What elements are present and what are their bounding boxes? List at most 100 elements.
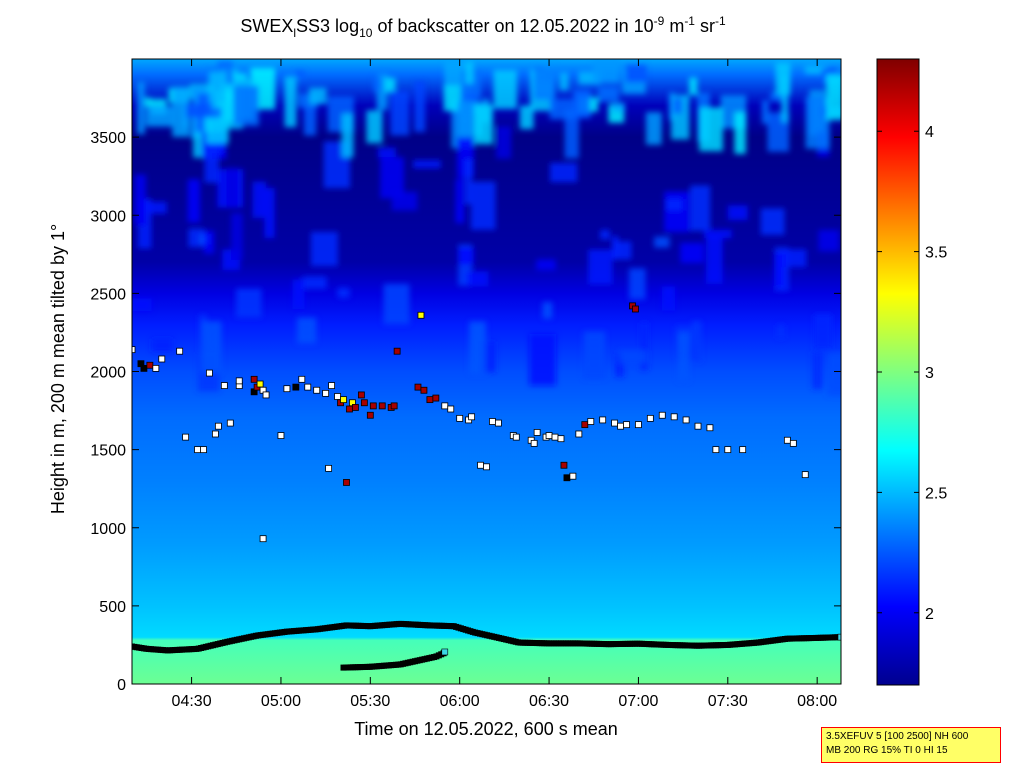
texture-patch bbox=[813, 314, 833, 348]
texture-patch bbox=[208, 107, 222, 118]
texture-patch bbox=[583, 331, 606, 379]
cloud-marker bbox=[132, 346, 136, 354]
texture-patch bbox=[680, 242, 704, 264]
x-tick-label: 04:30 bbox=[172, 693, 212, 710]
texture-patch bbox=[209, 71, 227, 103]
texture-patch bbox=[231, 213, 243, 261]
texture-patch bbox=[309, 87, 327, 105]
texture-patch bbox=[187, 179, 200, 223]
cloud-marker bbox=[483, 463, 490, 471]
cloud-marker bbox=[560, 461, 568, 469]
cloud-marker bbox=[340, 396, 347, 404]
backscatter-texture bbox=[132, 59, 841, 396]
texture-patch bbox=[457, 169, 465, 204]
cloud-marker bbox=[581, 421, 589, 429]
texture-patch bbox=[761, 100, 769, 124]
cloud-markers bbox=[132, 302, 809, 543]
texture-patch bbox=[600, 229, 610, 240]
cloud-marker bbox=[783, 436, 791, 444]
texture-patch bbox=[390, 90, 410, 136]
cloud-marker bbox=[283, 385, 291, 393]
cloud-marker bbox=[235, 377, 243, 385]
cloud-marker bbox=[739, 446, 747, 454]
colorbar-tick-label: 2 bbox=[925, 606, 934, 623]
texture-patch bbox=[805, 65, 827, 75]
layer-markers bbox=[132, 620, 841, 671]
cloud-marker bbox=[801, 471, 809, 479]
texture-patch bbox=[341, 113, 354, 158]
cloud-marker bbox=[682, 416, 690, 424]
texture-patch bbox=[297, 317, 317, 344]
texture-patch bbox=[203, 230, 215, 254]
cloud-marker bbox=[563, 474, 571, 482]
texture-patch bbox=[144, 97, 152, 107]
cloud-marker bbox=[220, 382, 228, 389]
cloud-marker bbox=[250, 375, 258, 383]
texture-patch bbox=[373, 76, 381, 92]
colorbar: 2 2.5 3 3.5 4 bbox=[876, 58, 947, 686]
cloud-marker bbox=[658, 411, 666, 419]
texture-patch bbox=[143, 201, 167, 214]
x-tick-label: 06:00 bbox=[440, 693, 480, 710]
colorbar-gradient bbox=[876, 58, 920, 686]
cloud-marker bbox=[292, 383, 300, 391]
cloud-marker bbox=[322, 389, 330, 397]
texture-patch bbox=[827, 353, 841, 396]
cloud-marker bbox=[512, 433, 520, 441]
x-tick-label: 05:30 bbox=[350, 693, 390, 710]
texture-patch bbox=[673, 97, 682, 114]
cloud-marker bbox=[277, 432, 285, 439]
texture-patch bbox=[559, 72, 569, 91]
texture-patch bbox=[302, 276, 327, 289]
parameter-line-1: 3.5XEFUV 5 [100 2500] NH 600 bbox=[826, 731, 969, 742]
texture-patch bbox=[380, 157, 404, 199]
texture-patch bbox=[136, 81, 145, 135]
texture-patch bbox=[549, 98, 575, 120]
texture-patch bbox=[818, 229, 840, 252]
texture-patch bbox=[458, 247, 474, 266]
y-tick-label: 2000 bbox=[90, 365, 126, 382]
texture-patch bbox=[654, 236, 670, 248]
x-tick-label: 07:30 bbox=[708, 693, 748, 710]
cloud-marker bbox=[611, 419, 618, 427]
texture-patch bbox=[414, 81, 426, 132]
cloud-marker bbox=[632, 305, 639, 313]
cloud-marker bbox=[530, 439, 538, 447]
x-tick-label: 07:00 bbox=[618, 693, 658, 710]
cloud-marker bbox=[390, 402, 398, 410]
texture-patch bbox=[774, 252, 784, 288]
cloud-marker bbox=[587, 418, 595, 425]
cloud-marker bbox=[569, 472, 577, 480]
colorbar-tick-label: 3 bbox=[925, 365, 934, 382]
cloud-marker bbox=[369, 402, 377, 410]
texture-patch bbox=[592, 59, 620, 83]
texture-patch bbox=[444, 60, 465, 87]
texture-patch bbox=[784, 249, 807, 268]
colorbar-tick-label: 4 bbox=[925, 124, 934, 141]
cloud-marker bbox=[182, 433, 190, 441]
texture-patch bbox=[226, 72, 248, 82]
texture-patch bbox=[613, 241, 632, 260]
cloud-marker bbox=[670, 413, 678, 421]
texture-patch bbox=[376, 73, 388, 110]
texture-patch bbox=[310, 231, 338, 267]
cloud-marker bbox=[617, 422, 624, 430]
texture-patch bbox=[775, 62, 791, 95]
cloud-marker bbox=[533, 429, 541, 436]
texture-patch bbox=[204, 139, 219, 183]
texture-patch bbox=[588, 249, 613, 285]
cloud-marker bbox=[789, 439, 797, 447]
texture-patch bbox=[284, 76, 297, 128]
y-tick-label: 1500 bbox=[90, 443, 126, 460]
texture-patch bbox=[664, 191, 690, 232]
cloud-marker bbox=[393, 347, 401, 355]
cloud-marker bbox=[212, 430, 219, 438]
texture-patch bbox=[536, 259, 556, 271]
cloud-marker bbox=[140, 364, 148, 372]
texture-patch bbox=[640, 322, 649, 371]
y-tick-label: 2500 bbox=[90, 286, 126, 303]
texture-patch bbox=[182, 105, 189, 129]
x-tick-label: 08:00 bbox=[797, 693, 837, 710]
texture-patch bbox=[151, 338, 173, 352]
